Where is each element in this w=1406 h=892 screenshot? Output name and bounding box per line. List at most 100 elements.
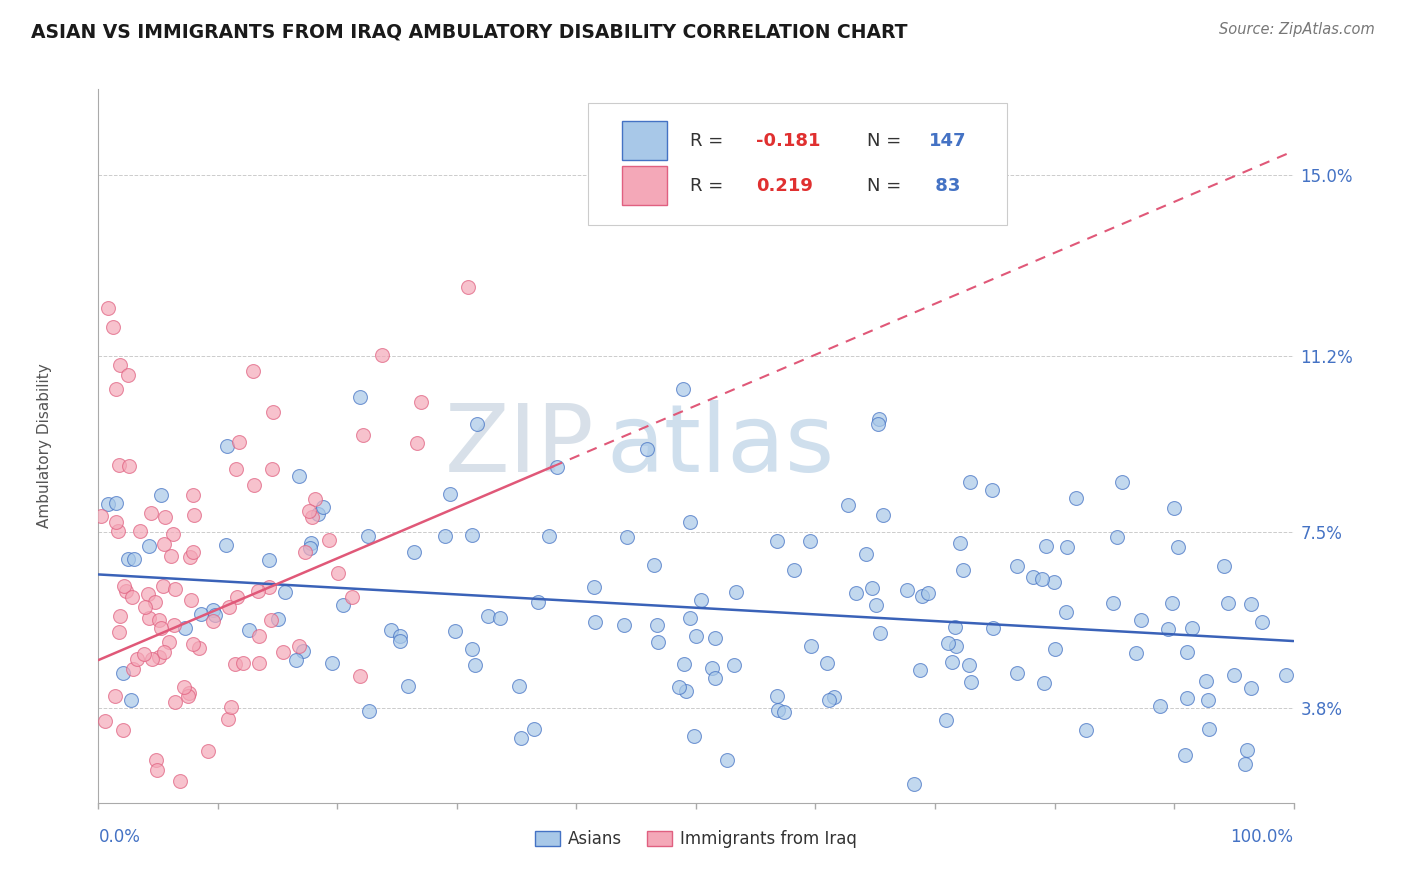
Point [685, 629, 707, 643]
Point [389, 629, 412, 643]
Point [202, 603, 225, 617]
Point [105, 382, 128, 396]
Point [723, 658, 745, 673]
Point [146, 764, 169, 778]
Bar [621, 166, 668, 205]
Point [122, 551, 145, 566]
Point [299, 535, 322, 549]
Point [1005, 666, 1028, 681]
Point [217, 712, 239, 726]
Point [409, 394, 432, 409]
Point [389, 634, 412, 648]
Point [981, 483, 1004, 497]
Point [90, 509, 112, 524]
Bar [621, 121, 668, 161]
Point [188, 640, 211, 655]
Point [845, 586, 868, 600]
Point [1218, 596, 1240, 610]
Text: 100.0%: 100.0% [1230, 828, 1294, 846]
Point [294, 545, 316, 559]
Point [139, 506, 162, 520]
Point [800, 639, 823, 653]
Text: 0.219: 0.219 [756, 177, 813, 194]
Point [672, 382, 695, 396]
Point [1035, 539, 1057, 553]
Point [226, 590, 249, 604]
Point [357, 528, 380, 542]
Point [434, 529, 457, 543]
Point [112, 579, 135, 593]
Point [1031, 572, 1053, 586]
Point [439, 487, 461, 501]
Point [155, 510, 177, 524]
Point [1236, 742, 1258, 756]
Point [799, 533, 821, 548]
Point [162, 527, 184, 541]
Point [291, 643, 314, 657]
Point [259, 553, 281, 567]
Point [1005, 559, 1028, 574]
Point [1174, 748, 1197, 763]
Point [160, 549, 183, 563]
Point [936, 635, 959, 649]
Point [342, 590, 364, 604]
Point [260, 613, 283, 627]
Point [1212, 559, 1234, 574]
Point [108, 458, 131, 473]
Point [773, 705, 796, 719]
Text: R =: R = [690, 132, 728, 150]
Point [583, 615, 606, 629]
Point [461, 528, 484, 542]
Point [765, 534, 787, 549]
Point [243, 478, 266, 492]
Point [262, 405, 284, 419]
Point [165, 582, 187, 596]
Text: N =: N = [868, 177, 907, 194]
Point [957, 658, 980, 673]
Point [288, 640, 311, 654]
Point [307, 507, 329, 521]
Point [959, 475, 981, 489]
FancyBboxPatch shape [589, 103, 1007, 225]
Point [127, 651, 149, 665]
Point [935, 713, 957, 727]
Point [510, 731, 533, 745]
Point [214, 539, 236, 553]
Point [523, 722, 546, 736]
Point [115, 584, 138, 599]
Point [945, 639, 967, 653]
Point [616, 529, 638, 543]
Point [1160, 596, 1182, 610]
Point [288, 469, 311, 483]
Point [274, 585, 297, 599]
Point [148, 649, 170, 664]
Point [1054, 605, 1077, 619]
Point [284, 653, 307, 667]
Point [359, 704, 381, 718]
Point [703, 631, 725, 645]
Point [141, 652, 163, 666]
Point [204, 608, 226, 623]
Point [1197, 692, 1219, 706]
Point [1111, 475, 1133, 489]
Point [679, 610, 702, 624]
Point [304, 491, 326, 506]
Point [1240, 598, 1263, 612]
Point [157, 635, 180, 649]
Point [134, 599, 156, 614]
Point [299, 541, 322, 555]
Point [1198, 722, 1220, 736]
Point [869, 626, 891, 640]
Text: Ambulatory Disability: Ambulatory Disability [37, 364, 52, 528]
Point [1181, 621, 1204, 635]
Point [153, 645, 176, 659]
Point [1240, 681, 1263, 695]
Point [201, 614, 224, 628]
Point [943, 620, 966, 634]
Point [896, 583, 918, 598]
Point [349, 390, 371, 404]
Point [262, 462, 284, 476]
Point [152, 579, 174, 593]
Point [1163, 501, 1185, 516]
Point [1149, 699, 1171, 714]
